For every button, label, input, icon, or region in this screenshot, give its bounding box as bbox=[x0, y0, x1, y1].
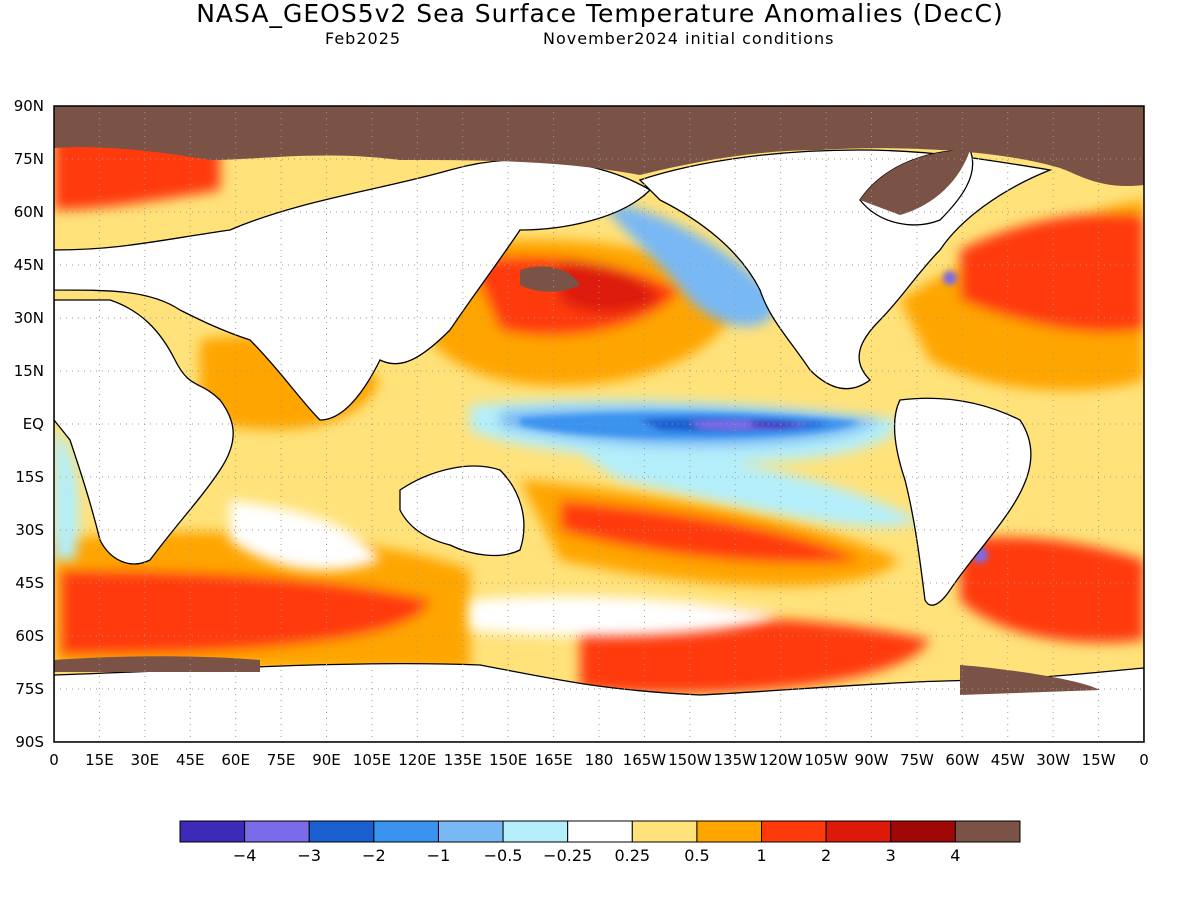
australia bbox=[399, 465, 525, 557]
grid-lines bbox=[54, 106, 1144, 742]
colorbar-swatch bbox=[179, 820, 246, 843]
longitude-label: 75E bbox=[267, 751, 296, 769]
latitude-label: 30N bbox=[14, 309, 44, 327]
longitude-label: 90W bbox=[855, 751, 889, 769]
colorbar-tick-label: 2 bbox=[821, 846, 832, 865]
longitude-label: 120W bbox=[759, 751, 803, 769]
longitude-label: 165W bbox=[623, 751, 667, 769]
colorbar-tick-label: 4 bbox=[950, 846, 961, 865]
longitude-labels: 0 15E 30E 45E 60E 75E 90E 105E 120E 135E 150E 165E 1… bbox=[49, 751, 1149, 769]
latitude-label: 45S bbox=[15, 574, 44, 592]
longitude-label: 135W bbox=[714, 751, 758, 769]
colorbar-swatch bbox=[631, 820, 698, 843]
latitude-label: 90S bbox=[15, 733, 44, 751]
colorbar-swatch bbox=[825, 820, 892, 843]
longitude-label: 15W bbox=[1082, 751, 1116, 769]
colorbar-swatch bbox=[502, 820, 569, 843]
longitude-label: 45E bbox=[176, 751, 205, 769]
colorbar-tick-label: −1 bbox=[426, 846, 451, 865]
colorbar-swatch bbox=[890, 820, 956, 843]
colorbar-swatch bbox=[308, 820, 375, 843]
latitude-label: 60N bbox=[14, 203, 44, 221]
map-frame bbox=[53, 105, 1145, 743]
longitude-label: 75W bbox=[900, 751, 934, 769]
africa-europe bbox=[54, 299, 234, 565]
longitude-label: 60E bbox=[221, 751, 250, 769]
latitude-labels: 90N 75N 60N 45N 30N 15N EQ 15S 30S 45S 60S 75S 90S bbox=[14, 97, 44, 751]
colorbar-swatch bbox=[696, 820, 763, 843]
longitude-label: 60W bbox=[945, 751, 979, 769]
longitude-label: 45W bbox=[991, 751, 1025, 769]
longitude-label: 0 bbox=[49, 751, 59, 769]
longitude-label: 150W bbox=[668, 751, 712, 769]
sea-ice bbox=[54, 106, 1144, 695]
colorbar-tick-label: 0.5 bbox=[684, 846, 710, 865]
longitude-label: 165E bbox=[535, 751, 573, 769]
south-america bbox=[893, 397, 1032, 606]
longitude-label: 150E bbox=[489, 751, 527, 769]
colorbar-tick-label: −3 bbox=[297, 846, 322, 865]
longitude-label: 120E bbox=[398, 751, 436, 769]
colorbar-tick-label: 0.25 bbox=[614, 846, 651, 865]
latitude-label: 15N bbox=[14, 362, 44, 380]
latitude-label: 30S bbox=[15, 521, 44, 539]
colorbar-tick-label: 1 bbox=[756, 846, 767, 865]
longitude-label: 135E bbox=[444, 751, 482, 769]
latitude-label: 60S bbox=[15, 627, 44, 645]
land-masses bbox=[54, 149, 1144, 742]
colorbar-swatch bbox=[437, 820, 504, 843]
longitude-label: 15E bbox=[85, 751, 114, 769]
forecast-month: Feb2025 bbox=[325, 29, 402, 48]
colorbar-swatch bbox=[954, 820, 1021, 843]
colorbar-tick-label: −4 bbox=[232, 846, 257, 865]
longitude-label: 105E bbox=[353, 751, 391, 769]
latitude-label: 75S bbox=[15, 680, 44, 698]
antarctica bbox=[54, 662, 1144, 742]
latitude-label: EQ bbox=[23, 415, 44, 433]
latitude-label: 15S bbox=[15, 468, 44, 486]
chart-title: NASA_GEOS5v2 Sea Surface Temperature Ano… bbox=[196, 0, 1004, 28]
colorbar-swatch bbox=[373, 820, 439, 843]
longitude-label: 0 bbox=[1139, 751, 1149, 769]
colorbar-swatch bbox=[567, 820, 633, 843]
longitude-label: 180 bbox=[585, 751, 614, 769]
colorbar-tick-label: −2 bbox=[362, 846, 386, 865]
colorbar-swatch bbox=[244, 820, 310, 843]
eurasia bbox=[54, 158, 652, 421]
latitude-label: 75N bbox=[14, 150, 44, 168]
latitude-label: 90N bbox=[14, 97, 44, 115]
colorbar-tick-label: −0.25 bbox=[543, 846, 593, 865]
longitude-label: 105W bbox=[804, 751, 848, 769]
latitude-label: 45N bbox=[14, 256, 44, 274]
longitude-label: 90E bbox=[312, 751, 341, 769]
longitude-label: 30E bbox=[131, 751, 160, 769]
longitude-label: 30W bbox=[1036, 751, 1070, 769]
colorbar bbox=[179, 820, 1021, 843]
colorbar-swatch bbox=[761, 820, 827, 843]
colorbar-tick-label: −0.5 bbox=[483, 846, 523, 865]
initial-conditions: November2024 initial conditions bbox=[543, 29, 835, 48]
colorbar-tick-label: 3 bbox=[885, 846, 896, 865]
